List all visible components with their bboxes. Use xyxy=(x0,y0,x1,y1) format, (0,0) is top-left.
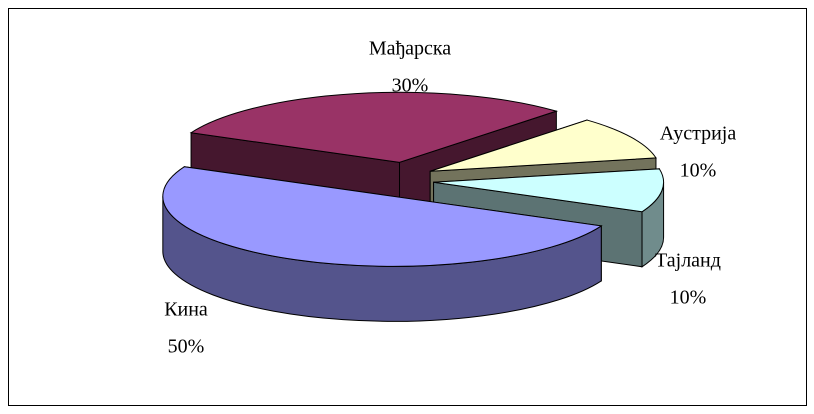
slice-label: Кина xyxy=(164,299,208,321)
pie-slice xyxy=(189,91,559,163)
pie-slice xyxy=(430,119,657,172)
pie-slice xyxy=(433,168,665,213)
slice-label: Аустрија xyxy=(660,123,737,145)
pie-slice xyxy=(162,166,603,267)
slice-value-label: 50% xyxy=(168,336,205,358)
slice-label: Тајланд xyxy=(655,250,721,272)
slice-value-label: 10% xyxy=(680,160,717,182)
slice-value-label: 10% xyxy=(670,287,707,309)
slice-value-label: 30% xyxy=(392,75,429,97)
slice-label: Мађарска xyxy=(369,38,451,60)
